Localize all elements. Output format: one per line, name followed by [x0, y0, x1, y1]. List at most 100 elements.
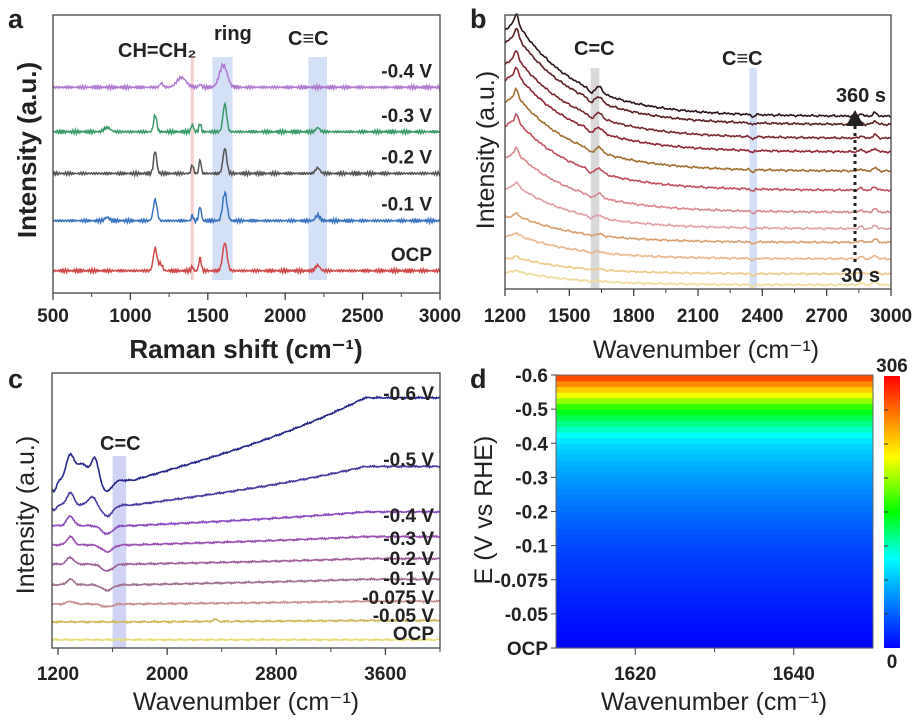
series-label: -0.1 V	[383, 569, 434, 590]
series-label: -0.3 V	[383, 529, 434, 550]
heatmap-band	[556, 448, 873, 456]
heatmap-band	[556, 522, 873, 530]
x-axis-title: Wavenumber (cm⁻¹)	[601, 688, 827, 716]
y-axis-title: Intensity (a.u.)	[12, 62, 42, 238]
annotation-ring: ring	[214, 23, 252, 45]
series-label: -0.2 V	[381, 147, 432, 168]
spectrum-line	[51, 598, 441, 609]
heatmap-band	[556, 420, 873, 427]
x-tick-label: 500	[37, 306, 69, 327]
spectrum-line	[52, 534, 441, 554]
heatmap-band	[556, 454, 873, 461]
heatmap-band	[556, 443, 873, 450]
series-label: -0.6 V	[383, 384, 434, 405]
spectrum-line	[504, 13, 892, 119]
heatmap-band	[556, 460, 873, 467]
spectrum-line	[504, 112, 892, 193]
y-axis-title: Intensity (a.u.)	[472, 71, 500, 229]
spectrum-line	[504, 49, 892, 141]
annotation-ch-ch2: CH=CH₂	[118, 40, 196, 62]
spectrum-line	[52, 101, 441, 137]
y-tick-label: -0.6	[515, 366, 548, 387]
series-label: -0.05 V	[373, 606, 435, 627]
annotation-c-triple-c: C≡C	[722, 48, 763, 70]
panel-label-a: a	[8, 4, 24, 34]
spectrum-line	[51, 395, 441, 493]
x-tick-label: 2700	[806, 306, 848, 327]
spectrum-line	[51, 509, 441, 536]
annotation-c-triple-c: C≡C	[288, 28, 329, 50]
heatmap-band	[556, 579, 873, 587]
heatmap-band	[556, 557, 873, 564]
annotation-c-double-c: C=C	[574, 38, 615, 60]
x-axis-title: Wavenumber (cm⁻¹)	[133, 688, 359, 716]
x-tick-label: 1640	[773, 664, 815, 685]
heatmap-band	[556, 500, 873, 507]
panel-d-heatmap: OCP -0.05 -0.075 -0.1 -0.2 -0.3 -0.4 -0.5 -0.6 16…	[470, 356, 908, 716]
heatmap-band	[556, 539, 873, 547]
x-tick-label: 2100	[677, 306, 719, 327]
heatmap-band	[556, 466, 873, 473]
x-tick-label: 1800	[613, 306, 655, 327]
y-tick-label: -0.5	[515, 400, 548, 421]
spectrum-line	[52, 464, 441, 518]
heatmap-band	[556, 488, 873, 496]
panel-c-potential-spectra: OCP-0.05 V-0.075 V-0.1 V-0.2 V-0.3 V-0.4…	[12, 372, 441, 716]
series-label: -0.5 V	[383, 450, 434, 471]
heatmap-band	[556, 386, 873, 393]
y-tick-label: -0.075	[494, 571, 548, 592]
heatmap-band	[556, 409, 873, 416]
heatmap-band	[556, 574, 873, 581]
spectrum-line	[504, 181, 892, 231]
x-tick-label: 2000	[146, 664, 188, 685]
heatmap-band	[556, 642, 873, 649]
x-tick-label: 2500	[341, 306, 383, 327]
spectrum-line	[504, 269, 892, 289]
heatmap-band	[556, 380, 873, 387]
x-tick-label: 1500	[548, 306, 590, 327]
highlight-band	[749, 68, 757, 288]
x-axis-title: Wavenumber (cm⁻¹)	[593, 336, 819, 364]
heatmap-band	[556, 613, 873, 621]
heatmap-band	[556, 426, 873, 433]
heatmap-band	[556, 562, 873, 569]
x-tick-label: 3000	[870, 306, 912, 327]
highlight-band	[590, 68, 600, 288]
x-tick-label: 1500	[187, 306, 229, 327]
heatmap-band	[556, 483, 873, 490]
spectrum-line	[52, 62, 441, 93]
heatmap-band	[556, 636, 873, 643]
heatmap-band	[556, 551, 873, 558]
heatmap-band	[556, 591, 873, 598]
highlight-band	[212, 57, 233, 280]
heatmap-band	[556, 471, 873, 478]
heatmap-band	[556, 568, 873, 575]
spectrum-line	[51, 637, 441, 643]
panel-b-time-spectra: 1200 1500 1800 2100 2400 2700 3000 Wavenumber (…	[472, 13, 912, 364]
heatmap-band	[556, 602, 873, 609]
annotation-360s: 360 s	[836, 85, 886, 107]
x-tick-label: 2400	[741, 306, 783, 327]
heatmap-band	[556, 630, 873, 638]
spectrum-line	[51, 576, 441, 593]
heatmap-band	[556, 534, 873, 541]
series-label: -0.2 V	[383, 549, 434, 570]
colorbar-min-label: 0	[887, 652, 898, 673]
heatmap-band	[556, 494, 873, 501]
time-arrow-head-icon	[846, 110, 864, 126]
heatmap-band	[556, 477, 873, 484]
series-label: -0.4 V	[383, 506, 434, 527]
heatmap-band	[556, 596, 873, 604]
heatmap-band	[556, 414, 873, 422]
panel-a-raman: OCP -0.1 V -0.2 V -0.3 V -0.4 V 500 1000 1500 20…	[12, 14, 461, 364]
y-tick-label: -0.4	[515, 434, 548, 455]
heatmap-band	[556, 437, 873, 444]
spectrum-line	[52, 190, 441, 226]
x-tick-label: 1000	[109, 306, 151, 327]
plot-frame	[51, 372, 441, 649]
x-axis-title: Raman shift (cm⁻¹)	[129, 334, 362, 364]
heatmap-band	[556, 511, 873, 518]
spectrum-line	[52, 242, 441, 276]
x-tick-label: 1200	[484, 306, 526, 327]
